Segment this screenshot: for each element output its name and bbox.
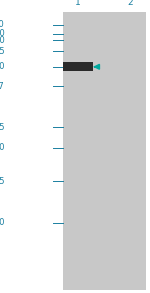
Text: 25: 25 bbox=[0, 123, 4, 132]
Text: 37: 37 bbox=[0, 82, 4, 91]
Text: 20: 20 bbox=[0, 144, 4, 152]
Text: 100: 100 bbox=[0, 36, 4, 45]
Bar bbox=[63, 62, 93, 71]
Bar bbox=[63, 12, 146, 290]
Text: 15: 15 bbox=[0, 177, 4, 185]
Text: 10: 10 bbox=[0, 218, 4, 227]
Text: 2: 2 bbox=[128, 0, 133, 7]
Text: 1: 1 bbox=[75, 0, 81, 7]
Text: 75: 75 bbox=[0, 47, 4, 56]
Text: 150: 150 bbox=[0, 29, 4, 38]
Text: 250: 250 bbox=[0, 21, 4, 29]
Text: 50: 50 bbox=[0, 62, 4, 71]
